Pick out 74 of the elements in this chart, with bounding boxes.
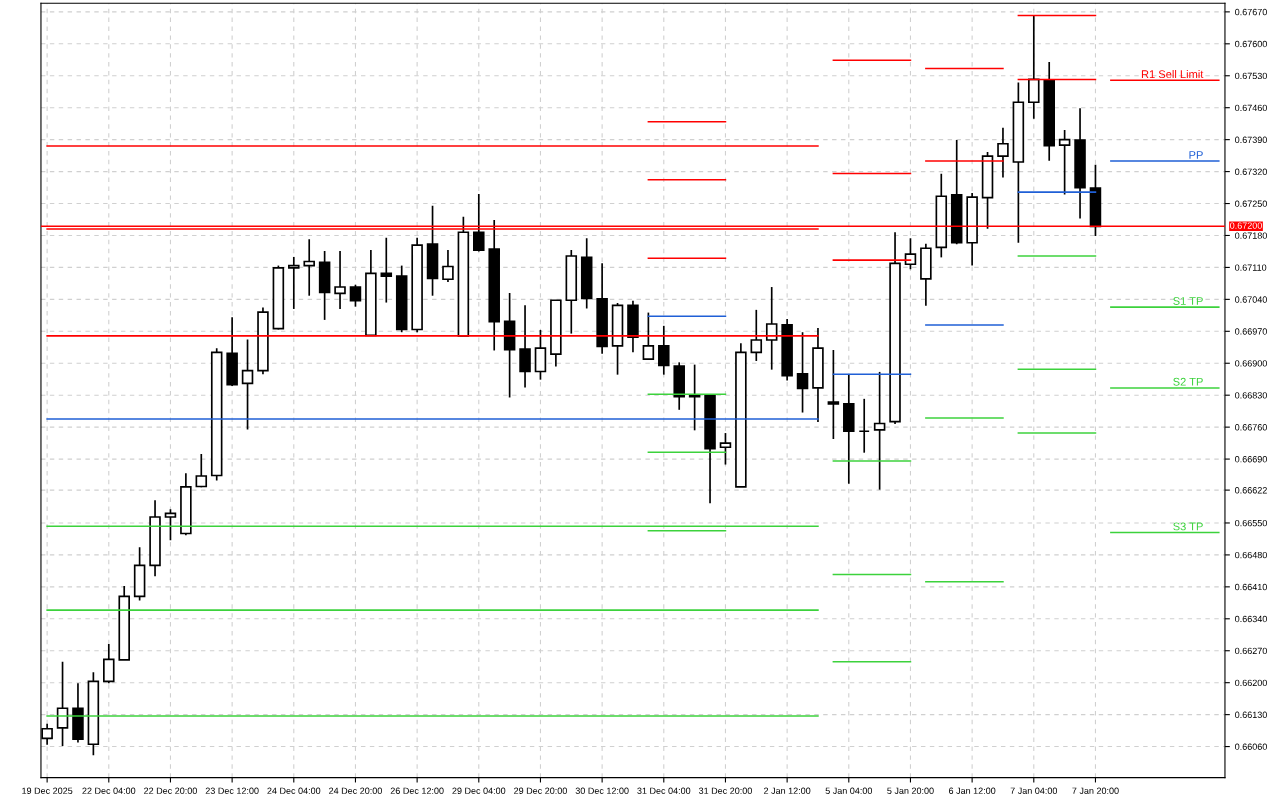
candlestick bbox=[658, 324, 670, 376]
candlestick bbox=[858, 398, 870, 454]
y-tick-label: 0.67040 bbox=[1235, 296, 1267, 303]
y-tick-label: 0.67320 bbox=[1235, 168, 1267, 175]
y-tick-label: 0.66410 bbox=[1235, 583, 1267, 591]
candlestick bbox=[56, 660, 69, 747]
x-tick-label: 30 Dec 12:00 bbox=[575, 787, 629, 794]
x-tick-label: 29 Dec 04:00 bbox=[452, 787, 506, 794]
y-tick-label: 0.67180 bbox=[1235, 232, 1267, 239]
candlestick bbox=[750, 309, 763, 362]
x-tick-label: 19 Dec 2025 bbox=[22, 787, 73, 794]
x-tick-label: 26 Dec 12:00 bbox=[390, 787, 444, 794]
x-tick-label: 5 Jan 04:00 bbox=[825, 787, 873, 794]
y-tick-label: 0.66690 bbox=[1235, 456, 1267, 463]
series-label: S1 TP bbox=[1173, 297, 1203, 305]
y-tick-label: 0.67390 bbox=[1235, 136, 1267, 143]
series-label: S2 TP bbox=[1173, 377, 1203, 386]
candlestick bbox=[473, 193, 485, 253]
candlestick bbox=[827, 349, 840, 440]
candlestick bbox=[1058, 129, 1071, 196]
candlestick bbox=[103, 643, 115, 684]
candlestick bbox=[195, 453, 208, 489]
y-tick-label: 0.66340 bbox=[1235, 615, 1267, 623]
candlestick bbox=[164, 508, 177, 542]
x-tick-label: 22 Dec 20:00 bbox=[144, 787, 197, 794]
x-tick-label: 22 Dec 04:00 bbox=[82, 787, 136, 794]
x-tick-label: 2 Jan 12:00 bbox=[763, 787, 811, 794]
series-label: R1 Sell Limit bbox=[1141, 69, 1204, 79]
candlestick bbox=[873, 371, 886, 491]
x-tick-label: 7 Jan 04:00 bbox=[1010, 787, 1058, 794]
y-tick-label: 0.67110 bbox=[1235, 264, 1267, 271]
candlestick bbox=[904, 237, 917, 271]
candlestick bbox=[303, 238, 315, 297]
y-tick-label: 0.66060 bbox=[1235, 743, 1267, 750]
x-tick-label: 6 Jan 12:00 bbox=[949, 787, 996, 794]
series-label: PP bbox=[1189, 151, 1203, 159]
x-tick-label: 29 Dec 20:00 bbox=[514, 787, 567, 794]
candlestick bbox=[796, 331, 809, 414]
y-tick-label: 0.66970 bbox=[1235, 328, 1267, 335]
y-tick-label: 0.66830 bbox=[1235, 392, 1267, 399]
x-tick-label: 24 Dec 04:00 bbox=[267, 787, 321, 794]
y-tick-label: 0.67600 bbox=[1235, 40, 1267, 48]
y-tick-label: 0.67250 bbox=[1235, 200, 1267, 207]
x-tick-label: 31 Dec 04:00 bbox=[637, 787, 691, 794]
series-label: S3 TP bbox=[1173, 522, 1203, 531]
candlestick bbox=[241, 338, 254, 431]
candlestick bbox=[1028, 14, 1040, 120]
candlestick bbox=[334, 250, 346, 310]
ref-line-label: 0.67200 bbox=[1230, 222, 1262, 229]
x-tick-label: 23 Dec 12:00 bbox=[205, 787, 259, 794]
y-tick-label: 0.67530 bbox=[1235, 72, 1267, 80]
y-tick-label: 0.66550 bbox=[1235, 519, 1267, 527]
x-tick-label: 5 Jan 20:00 bbox=[887, 787, 934, 794]
candlestick bbox=[519, 304, 531, 389]
candlestick bbox=[442, 249, 454, 283]
candlestick bbox=[380, 236, 393, 304]
x-tick-label: 7 Jan 20:00 bbox=[1072, 787, 1119, 794]
y-tick-label: 0.66200 bbox=[1235, 679, 1267, 687]
y-tick-label: 0.67670 bbox=[1235, 8, 1267, 16]
candlestick bbox=[534, 329, 547, 381]
y-tick-label: 0.66130 bbox=[1235, 711, 1267, 718]
y-tick-label: 0.66270 bbox=[1235, 647, 1267, 655]
y-tick-label: 0.66760 bbox=[1235, 424, 1267, 431]
y-tick-label: 0.66622 bbox=[1235, 487, 1267, 494]
y-tick-label: 0.66480 bbox=[1235, 551, 1267, 559]
y-tick-label: 0.66900 bbox=[1235, 360, 1267, 367]
candlestick bbox=[719, 432, 732, 466]
x-tick-label: 24 Dec 20:00 bbox=[329, 787, 382, 794]
candlestick bbox=[288, 256, 300, 310]
candlestick bbox=[997, 126, 1009, 179]
candlestick bbox=[642, 311, 655, 360]
candlestick bbox=[349, 283, 362, 308]
x-tick-label: 31 Dec 20:00 bbox=[698, 787, 752, 794]
y-tick-label: 0.67460 bbox=[1235, 104, 1267, 112]
